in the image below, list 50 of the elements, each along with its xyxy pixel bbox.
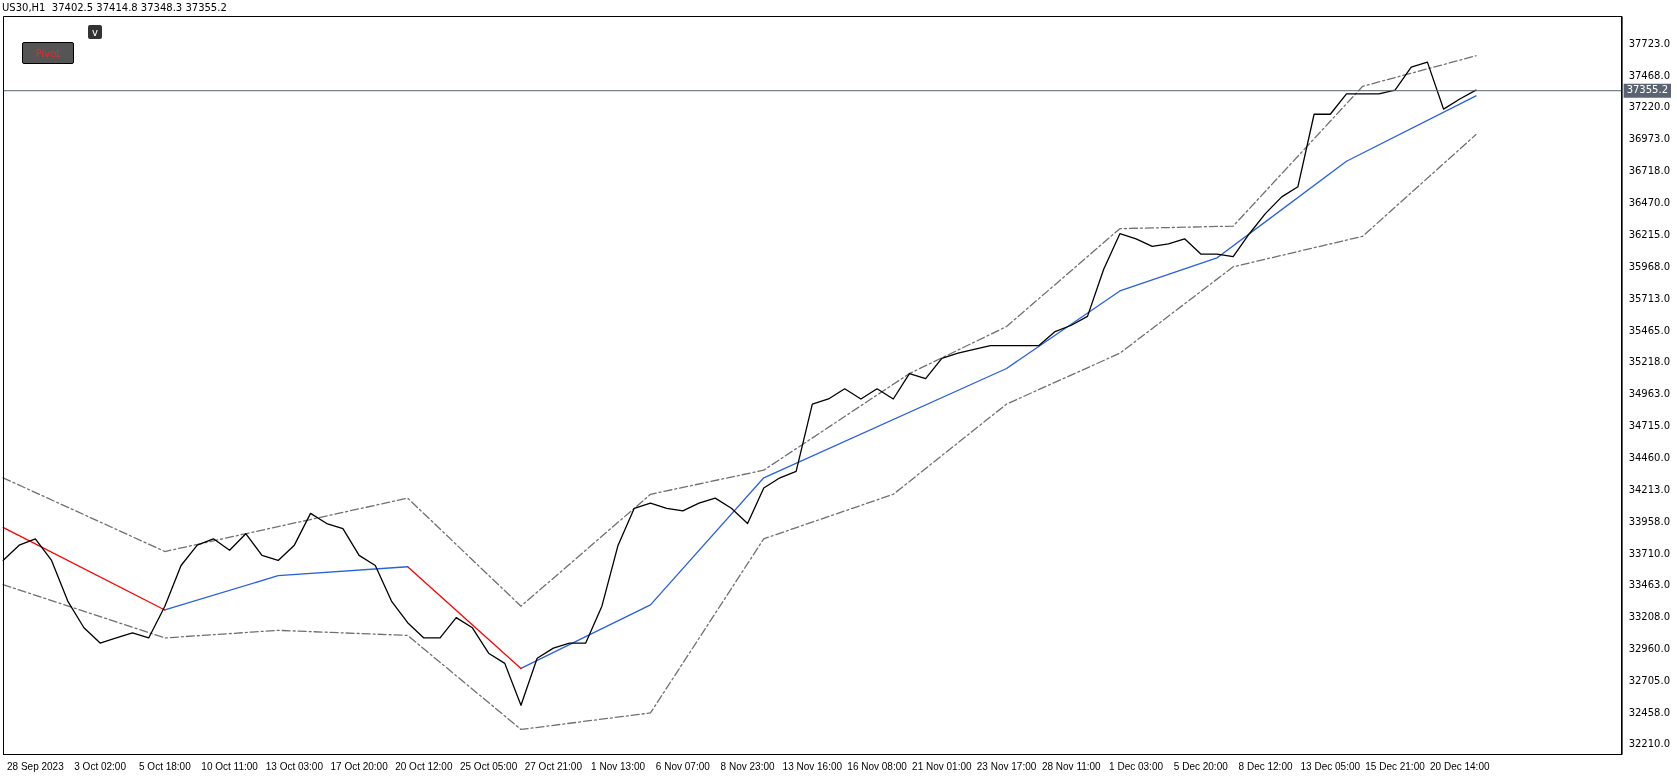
y-tick-label: 35218.0 (1628, 355, 1671, 367)
x-tick-label: 23 Nov 17:00 (976, 760, 1037, 772)
x-tick-label: 5 Dec 20:00 (1173, 760, 1229, 772)
y-tick-label: 37468.0 (1628, 69, 1671, 81)
y-tick-label: 36973.0 (1628, 132, 1671, 144)
y-tick-label: 33463.0 (1628, 579, 1671, 591)
x-tick-label: 13 Dec 05:00 (1300, 760, 1361, 772)
ref-line-label: 37355.2 (1626, 84, 1669, 96)
chart-title: US30,H1 37402.5 37414.8 37348.3 37355.2 (2, 1, 227, 13)
x-tick-label: 10 Oct 11:00 (201, 760, 259, 772)
y-tick-label: 34213.0 (1628, 483, 1671, 495)
x-tick-label: 13 Oct 03:00 (265, 760, 324, 772)
x-tick-label: 28 Nov 11:00 (1041, 760, 1102, 772)
y-tick-label: 36215.0 (1628, 229, 1671, 241)
x-tick-label: 15 Dec 21:00 (1365, 760, 1426, 772)
x-tick-label: 1 Nov 13:00 (591, 760, 646, 772)
y-tick-label: 32210.0 (1628, 738, 1671, 750)
y-tick-label: 35713.0 (1628, 293, 1671, 305)
x-tick-label: 20 Dec 14:00 (1430, 760, 1490, 772)
y-tick-label: 37723.0 (1628, 37, 1671, 49)
x-tick-label: 27 Oct 21:00 (524, 760, 583, 772)
y-tick-label: 34963.0 (1628, 388, 1671, 400)
y-tick-label: 33958.0 (1628, 516, 1671, 528)
x-tick-label: 25 Oct 05:00 (459, 760, 518, 772)
x-tick-label: 8 Dec 12:00 (1238, 760, 1293, 772)
dropdown-button[interactable]: v (88, 25, 102, 39)
line-series (2, 55, 1477, 607)
y-tick-label: 32960.0 (1628, 642, 1671, 654)
x-tick-label: 6 Nov 07:00 (655, 760, 711, 772)
x-tick-label: 5 Oct 18:00 (139, 760, 192, 772)
y-tick-label: 36470.0 (1628, 196, 1671, 208)
x-tick-label: 8 Nov 23:00 (720, 760, 775, 772)
y-tick-label: 33208.0 (1628, 611, 1671, 623)
x-tick-label: 16 Nov 08:00 (847, 760, 908, 772)
x-tick-label: 17 Oct 20:00 (330, 760, 389, 772)
x-tick-label: 3 Oct 02:00 (74, 760, 127, 772)
y-tick-label: 32705.0 (1628, 675, 1671, 687)
x-tick-label: 21 Nov 01:00 (912, 760, 972, 772)
x-tick-label: 20 Oct 12:00 (395, 760, 453, 772)
x-tick-label: 1 Dec 03:00 (1109, 760, 1164, 772)
y-tick-label: 37220.0 (1628, 101, 1671, 113)
y-tick-label: 33710.0 (1628, 547, 1671, 559)
y-tick-label: 34715.0 (1628, 419, 1671, 431)
y-tick-label: 35968.0 (1628, 260, 1671, 272)
y-tick-label: 34460.0 (1628, 452, 1671, 464)
x-tick-label: 13 Nov 16:00 (782, 760, 843, 772)
y-tick-label: 35465.0 (1628, 324, 1671, 336)
x-tick-label: 28 Sep 2023 (7, 760, 65, 772)
y-tick-label: 36718.0 (1628, 165, 1671, 177)
y-tick-label: 32458.0 (1628, 706, 1671, 718)
